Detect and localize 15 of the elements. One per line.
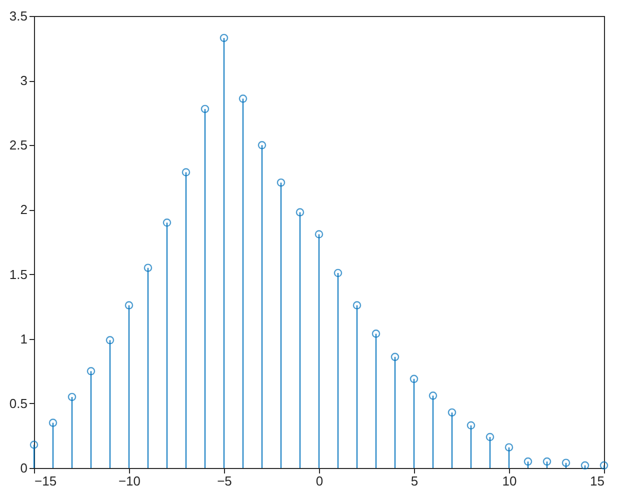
y-tick-label: 0 xyxy=(20,460,28,476)
x-tick-label: −5 xyxy=(217,474,232,488)
y-tick-label: 2.5 xyxy=(9,138,28,153)
x-tick-label: 10 xyxy=(502,474,517,488)
x-tick-label: −15 xyxy=(34,474,57,488)
x-tick-label: 15 xyxy=(590,474,604,488)
y-tick-label: 0.5 xyxy=(9,396,28,411)
x-tick-label: 0 xyxy=(316,474,324,488)
x-tick-label: 5 xyxy=(410,474,418,488)
y-tick-label: 1 xyxy=(20,331,28,346)
y-tick-label: 3.5 xyxy=(9,8,28,24)
y-tick-label: 3 xyxy=(20,73,28,88)
y-tick-label: 2 xyxy=(20,202,28,218)
x-tick-label: −10 xyxy=(118,474,141,488)
y-tick-label: 1.5 xyxy=(9,266,28,282)
